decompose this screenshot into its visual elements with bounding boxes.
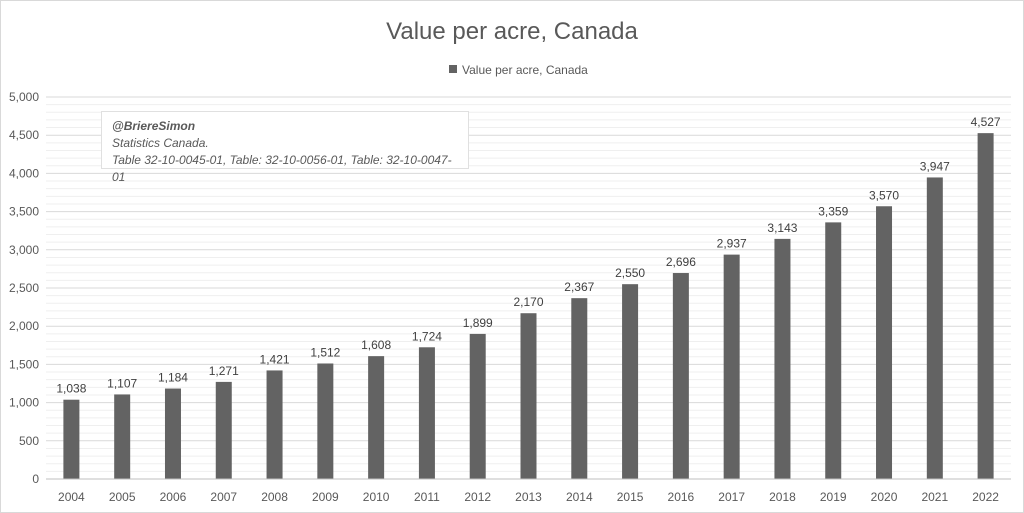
x-tick-label: 2004 — [58, 490, 85, 504]
legend-label: Value per acre, Canada — [462, 63, 588, 77]
y-tick-label: 4,000 — [9, 166, 39, 180]
x-tick-label: 2013 — [515, 490, 542, 504]
x-tick-label: 2021 — [921, 490, 948, 504]
chart-title: Value per acre, Canada — [386, 18, 638, 45]
x-tick-label: 2020 — [871, 490, 898, 504]
data-label: 2,367 — [564, 280, 594, 294]
bar — [825, 222, 842, 479]
source-name: Statistics Canada. — [112, 136, 209, 150]
bar — [977, 133, 994, 479]
x-tick-label: 2006 — [160, 490, 187, 504]
legend: Value per acre, Canada — [449, 63, 588, 77]
source-annotation: @BriereSimon Statistics Canada. Table 32… — [101, 111, 469, 184]
y-tick-label: 4,500 — [9, 128, 39, 142]
data-label: 1,899 — [463, 316, 493, 330]
source-tables: Table 32-10-0045-01, Table: 32-10-0056-0… — [112, 153, 452, 184]
bar — [164, 388, 181, 479]
data-label: 1,724 — [412, 329, 442, 343]
data-label: 1,421 — [260, 352, 290, 366]
y-tick-label: 5,000 — [9, 90, 39, 104]
data-label: 1,184 — [158, 371, 188, 385]
bar — [622, 284, 639, 479]
bar — [114, 394, 131, 479]
author-handle: @BriereSimon — [112, 119, 196, 133]
bar — [571, 298, 588, 479]
bar — [520, 313, 537, 479]
data-label: 1,608 — [361, 338, 391, 352]
y-tick-label: 3,500 — [9, 205, 39, 219]
x-tick-label: 2017 — [718, 490, 745, 504]
x-tick-label: 2016 — [668, 490, 695, 504]
x-tick-label: 2018 — [769, 490, 796, 504]
y-tick-label: 3,000 — [9, 243, 39, 257]
bar — [317, 363, 334, 479]
y-tick-label: 2,500 — [9, 281, 39, 295]
data-label: 1,271 — [209, 364, 239, 378]
y-tick-label: 500 — [19, 434, 39, 448]
x-tick-label: 2019 — [820, 490, 847, 504]
x-tick-label: 2022 — [972, 490, 999, 504]
x-tick-label: 2015 — [617, 490, 644, 504]
data-label: 1,038 — [56, 382, 86, 396]
y-tick-label: 1,000 — [9, 396, 39, 410]
data-label: 3,570 — [869, 188, 899, 202]
y-axis-ticks: 0 500 1,000 1,500 2,000 2,500 3,000 3,500 4,000 4… — [9, 90, 39, 486]
x-tick-label: 2012 — [464, 490, 491, 504]
bar — [418, 347, 435, 479]
data-labels: 1,038 1,107 1,184 1,271 1,421 1,512 1,608 1,724… — [56, 115, 1001, 396]
data-label: 1,512 — [310, 345, 340, 359]
x-tick-label: 2009 — [312, 490, 339, 504]
y-tick-label: 2,000 — [9, 319, 39, 333]
x-tick-label: 2011 — [414, 490, 440, 504]
data-label: 2,550 — [615, 266, 645, 280]
bar — [672, 273, 689, 479]
bar — [876, 206, 893, 479]
data-label: 2,937 — [717, 237, 747, 251]
x-tick-label: 2008 — [261, 490, 288, 504]
bar — [774, 238, 791, 479]
x-axis-ticks: 2004 2005 2006 2007 2008 2009 2010 2011 2012 2013… — [58, 490, 999, 504]
y-tick-label: 1,500 — [9, 357, 39, 371]
data-label: 2,170 — [513, 295, 543, 309]
bar — [368, 356, 385, 479]
data-label: 3,359 — [818, 204, 848, 218]
data-label: 2,696 — [666, 255, 696, 269]
data-label: 4,527 — [971, 115, 1001, 129]
bar — [723, 254, 740, 479]
bar — [215, 381, 232, 479]
bar — [926, 177, 943, 479]
legend-swatch — [449, 65, 457, 73]
data-label: 3,947 — [920, 159, 950, 173]
y-tick-label: 0 — [32, 472, 39, 486]
bars — [63, 133, 994, 479]
bar — [266, 370, 283, 479]
x-tick-label: 2005 — [109, 490, 136, 504]
x-tick-label: 2014 — [566, 490, 593, 504]
x-tick-label: 2010 — [363, 490, 390, 504]
bar — [469, 333, 486, 479]
x-tick-label: 2007 — [210, 490, 237, 504]
data-label: 3,143 — [767, 221, 797, 235]
data-label: 1,107 — [107, 376, 137, 390]
bar — [63, 399, 80, 479]
